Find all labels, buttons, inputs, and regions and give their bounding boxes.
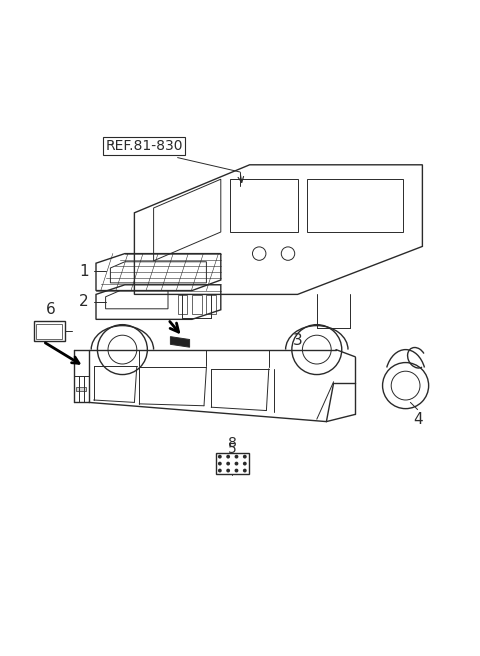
- Bar: [178, 295, 187, 314]
- Bar: [192, 295, 202, 314]
- Text: 5: 5: [228, 441, 237, 456]
- Circle shape: [243, 462, 247, 466]
- Circle shape: [243, 455, 247, 459]
- Circle shape: [235, 455, 239, 459]
- Circle shape: [218, 468, 222, 472]
- Text: 4: 4: [413, 412, 422, 427]
- Circle shape: [235, 468, 239, 472]
- Text: 1: 1: [79, 264, 89, 279]
- Bar: [34, 321, 65, 341]
- Circle shape: [243, 468, 247, 472]
- Bar: [206, 295, 216, 314]
- Circle shape: [226, 462, 230, 466]
- Bar: [76, 386, 86, 392]
- Text: 3: 3: [293, 333, 302, 348]
- Text: REF.81-830: REF.81-830: [105, 139, 183, 153]
- Circle shape: [235, 462, 239, 466]
- Circle shape: [226, 455, 230, 459]
- Circle shape: [218, 455, 222, 459]
- Text: 2: 2: [79, 294, 89, 309]
- Circle shape: [226, 468, 230, 472]
- Polygon shape: [170, 337, 190, 347]
- Text: 6: 6: [46, 302, 55, 318]
- Text: 8: 8: [228, 436, 237, 450]
- Circle shape: [218, 462, 222, 466]
- Bar: [36, 323, 62, 339]
